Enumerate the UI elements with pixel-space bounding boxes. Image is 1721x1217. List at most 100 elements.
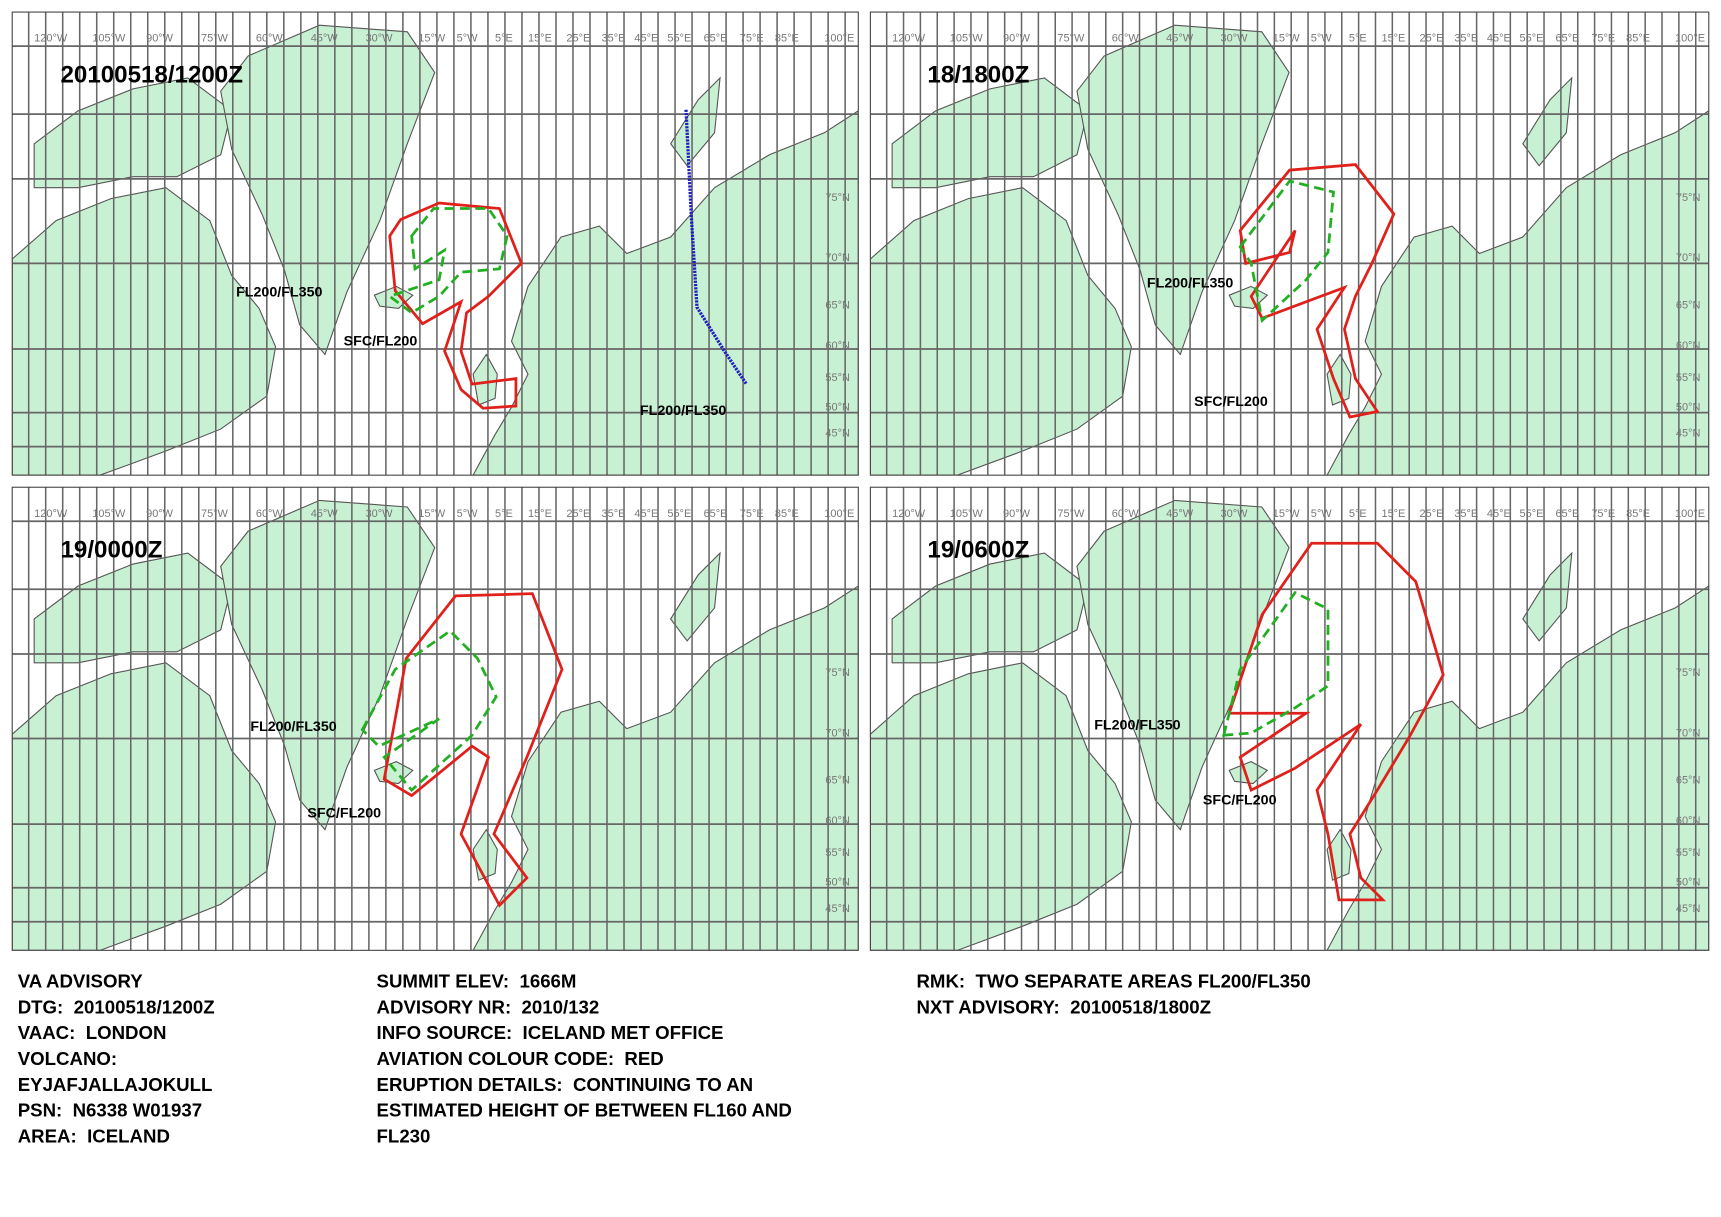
land: [1326, 585, 1709, 951]
longitude-label: 15°E: [528, 508, 552, 520]
longitude-label: 100°E: [1675, 508, 1705, 520]
longitude-label: 105°W: [950, 33, 984, 45]
longitude-label: 15°E: [528, 33, 552, 45]
latitude-label: 45°N: [825, 428, 850, 440]
longitude-label: 25°E: [1420, 33, 1444, 45]
longitude-label: 120°W: [892, 508, 926, 520]
longitude-label: 65°E: [704, 33, 728, 45]
flight-level-label: SFC/FL200: [1203, 792, 1277, 808]
land: [1326, 110, 1709, 476]
ash-area-sfc-fl200: [1238, 179, 1335, 324]
longitude-label: 100°E: [824, 508, 854, 520]
flight-level-label: FL200/FL350: [1094, 718, 1180, 734]
longitude-label: 5°W: [1311, 33, 1332, 45]
latitude-label: 75°N: [1676, 192, 1701, 204]
longitude-label: 15°W: [418, 33, 446, 45]
longitude-label: 45°E: [634, 33, 658, 45]
latitude-label: 50°N: [1676, 877, 1701, 889]
longitude-label: 55°E: [667, 33, 691, 45]
land: [220, 24, 436, 356]
longitude-label: 85°E: [1626, 33, 1650, 45]
longitude-label: 15°W: [1273, 33, 1301, 45]
longitude-label: 35°E: [1454, 33, 1478, 45]
ash-area-sfc-fl200: [1221, 590, 1330, 737]
longitude-label: 75°E: [1591, 33, 1615, 45]
latitude-label: 55°N: [1676, 847, 1701, 859]
flight-level-label: SFC/FL200: [344, 334, 418, 350]
longitude-label: 100°E: [824, 33, 854, 45]
longitude-label: 35°E: [1454, 508, 1478, 520]
longitude-label: 5°W: [457, 33, 478, 45]
longitude-label: 15°W: [418, 508, 446, 520]
ash-area-sfc-fl200: [360, 629, 498, 793]
longitude-label: 120°W: [34, 33, 68, 45]
panel-frame: [11, 11, 859, 476]
latitude-label: 70°N: [825, 252, 850, 264]
advisory-line: FL230: [377, 1125, 431, 1146]
longitude-label: 45°E: [1487, 508, 1511, 520]
latitude-label: 55°N: [825, 847, 850, 859]
ash-area-fl200-fl350: [388, 201, 524, 410]
longitude-label: 5°W: [1311, 508, 1332, 520]
longitude-label: 60°W: [1112, 508, 1140, 520]
longitude-label: 120°W: [34, 508, 68, 520]
panel-frame: [11, 486, 859, 951]
latitude-label: 70°N: [825, 727, 850, 739]
longitude-label: 65°E: [1555, 33, 1579, 45]
panel-title: 18/1800Z: [927, 61, 1029, 88]
latitude-label: 65°N: [1676, 299, 1701, 311]
longitude-label: 105°W: [92, 508, 126, 520]
panel-frame: [869, 486, 1710, 951]
longitude-label: 75°W: [201, 508, 229, 520]
longitude-label: 5°E: [1349, 508, 1367, 520]
longitude-label: 65°E: [704, 508, 728, 520]
flight-level-label: FL200/FL350: [640, 403, 726, 419]
longitude-label: 75°W: [1057, 33, 1085, 45]
advisory-line: VOLCANO:: [18, 1048, 117, 1069]
latitude-label: 70°N: [1676, 252, 1701, 264]
map-area: [870, 12, 1709, 476]
land: [472, 353, 498, 406]
longitude-label: 35°E: [602, 508, 626, 520]
panel-title: 19/0600Z: [927, 536, 1029, 563]
map-area: [12, 12, 859, 476]
panel-title: 20100518/1200Z: [61, 61, 244, 88]
advisory-line: SUMMIT ELEV: 1666M: [377, 971, 577, 992]
advisory-line: DTG: 20100518/1200Z: [18, 996, 215, 1017]
longitude-label: 55°E: [667, 508, 691, 520]
land: [1076, 24, 1290, 356]
flight-level-label: SFC/FL200: [307, 806, 381, 822]
latitude-label: 50°N: [825, 877, 850, 889]
land: [472, 110, 859, 476]
longitude-label: 60°W: [1112, 33, 1140, 45]
latitude-label: 70°N: [1676, 727, 1701, 739]
longitude-label: 85°E: [1626, 508, 1650, 520]
longitude-label: 45°W: [311, 33, 339, 45]
longitude-label: 105°W: [950, 508, 984, 520]
longitude-label: 45°W: [1166, 508, 1194, 520]
ash-area-fl200-fl350: [1227, 541, 1445, 902]
advisory-line: NXT ADVISORY: 20100518/1800Z: [916, 996, 1211, 1017]
latitude-label: 55°N: [1676, 372, 1701, 384]
advisory-line: ADVISORY NR: 2010/132: [377, 996, 600, 1017]
latitude-label: 75°N: [825, 192, 850, 204]
longitude-label: 75°W: [1057, 508, 1085, 520]
flight-level-label: FL200/FL350: [236, 284, 322, 300]
longitude-label: 30°W: [1221, 33, 1249, 45]
map-panel: 120°W 105°W 90°W 75°W 60°W 45°W 30°W 15°W 5°W 5°E…: [869, 486, 1710, 951]
longitude-label: 55°E: [1520, 33, 1544, 45]
longitude-label: 120°W: [892, 33, 926, 45]
land: [472, 585, 859, 951]
longitude-label: 15°E: [1381, 33, 1405, 45]
latitude-label: 75°N: [825, 667, 850, 679]
longitude-label: 15°E: [1381, 508, 1405, 520]
longitude-label: 30°W: [366, 33, 394, 45]
panel-frame: [869, 11, 1710, 476]
longitude-label: 15°W: [1273, 508, 1301, 520]
longitude-label: 105°W: [92, 33, 126, 45]
longitude-label: 90°W: [146, 33, 174, 45]
latitude-label: 65°N: [1676, 775, 1701, 787]
map-area: [12, 487, 859, 951]
latitude-label: 75°N: [1676, 667, 1701, 679]
